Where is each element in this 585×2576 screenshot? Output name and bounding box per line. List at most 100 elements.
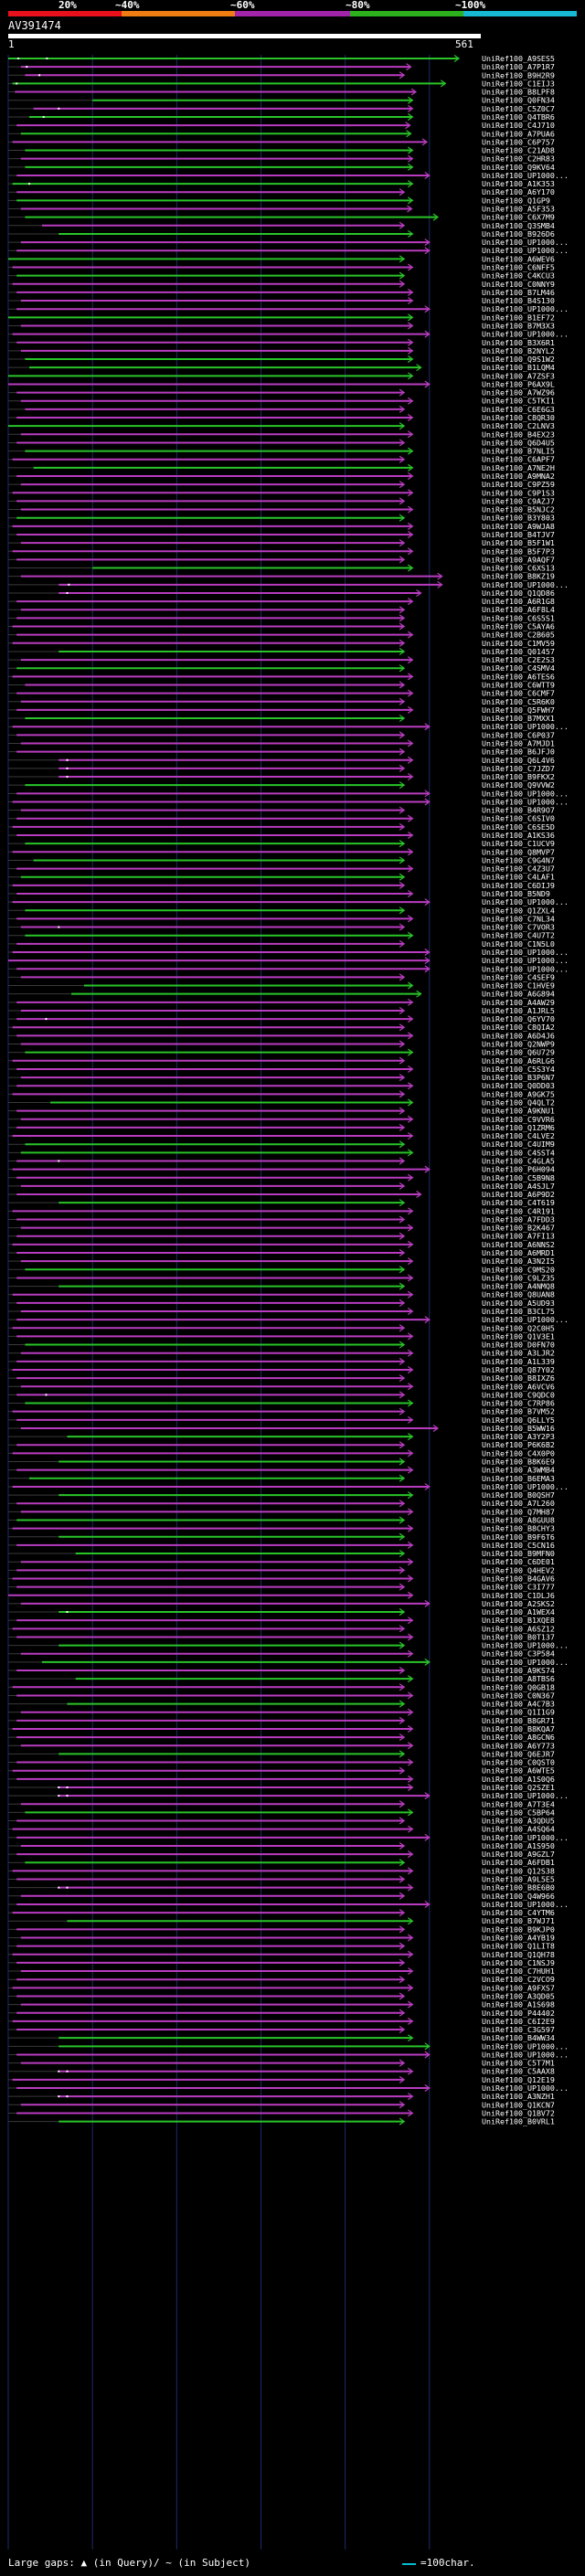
hit-label[interactable]: UniRef100_C6SIV0 [482,814,555,823]
hit-label[interactable]: UniRef100_UP1000... [482,1641,569,1650]
hit-label[interactable]: UniRef100_B8E6B0 [482,1883,555,1892]
hit-label[interactable]: UniRef100_Q1ZRM6 [482,1123,555,1132]
hit-row[interactable]: UniRef100_A9AQF7 [8,555,555,564]
hit-label[interactable]: UniRef100_UP1000... [482,897,569,906]
hit-label[interactable]: UniRef100_C5B9N8 [482,1173,555,1182]
hit-row[interactable]: UniRef100_C7JZD7 [8,764,555,773]
hit-row[interactable]: UniRef100_Q6EJR7 [8,1749,555,1758]
hit-row[interactable]: UniRef100_B7NLI5 [8,447,555,456]
hit-row[interactable]: UniRef100_P6K6B2 [8,1440,555,1449]
hit-label[interactable]: UniRef100_UP1000... [482,2083,569,2093]
hit-label[interactable]: UniRef100_C4SST4 [482,1148,555,1157]
hit-row[interactable]: UniRef100_A9KS74 [8,1666,555,1675]
hit-row[interactable]: UniRef100_A4SQ64 [8,1825,555,1834]
hit-row[interactable]: UniRef100_A6F8L4 [8,605,555,614]
hit-label[interactable]: UniRef100_A7ZSF3 [482,371,555,380]
hit-row[interactable]: UniRef100_Q0DD03 [8,1081,555,1090]
hit-label[interactable]: UniRef100_A6P9D2 [482,1190,555,1199]
hit-label[interactable]: UniRef100_UP1000... [482,580,569,589]
hit-label[interactable]: UniRef100_C6DE01 [482,1557,555,1566]
hit-row[interactable]: UniRef100_B8CHY3 [8,1524,555,1533]
hit-row[interactable]: UniRef100_C8QR30 [8,413,555,422]
hit-label[interactable]: UniRef100_C4KCU3 [482,271,555,281]
hit-label[interactable]: UniRef100_Q6YV70 [482,1014,555,1023]
hit-row[interactable]: UniRef100_UP1000... [8,797,569,806]
hit-row[interactable]: UniRef100_C1UCV9 [8,839,555,848]
hit-row[interactable]: UniRef100_A9L5E5 [8,1875,555,1884]
hit-label[interactable]: UniRef100_B1LQM4 [482,363,555,372]
hit-label[interactable]: UniRef100_C3I777 [482,1583,555,1592]
hit-label[interactable]: UniRef100_Q2SZE1 [482,1783,555,1792]
hit-row[interactable]: UniRef100_A8TBS6 [8,1674,555,1683]
hit-label[interactable]: UniRef100_A2SKS2 [482,1599,555,1608]
hit-row[interactable]: UniRef100_C1N5L0 [8,939,555,949]
hit-row[interactable]: UniRef100_C4Z3U7 [8,864,555,874]
hit-label[interactable]: UniRef100_Q7MH87 [482,1507,555,1516]
hit-label[interactable]: UniRef100_A1JRL5 [482,1006,555,1015]
hit-row[interactable]: UniRef100_B8GR71 [8,1716,555,1725]
hit-row[interactable]: UniRef100_P44402 [8,2009,555,2018]
hit-label[interactable]: UniRef100_Q1KCN7 [482,2100,555,2109]
hit-row[interactable]: UniRef100_C5AAX8 [8,2067,555,2076]
hit-row[interactable]: UniRef100_C4U7T2 [8,931,555,940]
hit-row[interactable]: UniRef100_C6XS13 [8,564,555,573]
hit-label[interactable]: UniRef100_Q2C0H5 [482,1323,555,1332]
hit-row[interactable]: UniRef100_C1DLJ6 [8,1591,555,1600]
hit-row[interactable]: UniRef100_A9WJA8 [8,522,555,531]
hit-label[interactable]: UniRef100_B4TJV7 [482,530,555,539]
hit-row[interactable]: UniRef100_C4YTM6 [8,1908,555,1917]
hit-label[interactable]: UniRef100_UP1000... [482,2041,569,2051]
hit-row[interactable]: UniRef100_C4T619 [8,1198,555,1207]
hit-label[interactable]: UniRef100_A5UD93 [482,1299,555,1308]
hit-label[interactable]: UniRef100_B6EMA3 [482,1474,555,1483]
hit-row[interactable]: UniRef100_A1S698 [8,2000,555,2009]
hit-row[interactable]: UniRef100_B3X6R1 [8,338,555,347]
hit-label[interactable]: UniRef100_C1HVE9 [482,981,555,991]
hit-label[interactable]: UniRef100_C5Z0C7 [482,104,555,113]
hit-label[interactable]: UniRef100_UP1000... [482,1791,569,1800]
hit-label[interactable]: UniRef100_P6AX9L [482,379,555,388]
hit-row[interactable]: UniRef100_A3QDU5 [8,1817,555,1826]
hit-row[interactable]: UniRef100_A7ZSF3 [8,371,555,380]
hit-label[interactable]: UniRef100_B8K6E9 [482,1458,555,1467]
hit-label[interactable]: UniRef100_A1WEX4 [482,1607,555,1617]
hit-label[interactable]: UniRef100_B8KZ19 [482,572,555,581]
hit-label[interactable]: UniRef100_C4GLA5 [482,1156,555,1165]
hit-row[interactable]: UniRef100_C2B605 [8,631,555,640]
hit-label[interactable]: UniRef100_Q1ZXL4 [482,906,555,915]
hit-row[interactable]: UniRef100_Q6L4V6 [8,756,555,765]
hit-row[interactable]: UniRef100_A6Y773 [8,1741,555,1750]
hit-row[interactable]: UniRef100_C7NL34 [8,914,555,923]
hit-label[interactable]: UniRef100_B9KJP0 [482,1924,555,1934]
hit-label[interactable]: UniRef100_B0QSH7 [482,1490,555,1500]
hit-label[interactable]: UniRef100_UP1000... [482,304,569,313]
hit-label[interactable]: UniRef100_A8TBS6 [482,1674,555,1683]
hit-row[interactable]: UniRef100_C5AYA6 [8,622,555,631]
hit-label[interactable]: UniRef100_C5R6K0 [482,697,555,706]
hit-row[interactable]: UniRef100_B7LM46 [8,288,555,297]
hit-label[interactable]: UniRef100_C9QDC0 [482,1390,555,1399]
hit-label[interactable]: UniRef100_C9PZ59 [482,480,555,489]
hit-label[interactable]: UniRef100_B0VRL1 [482,2117,555,2126]
hit-row[interactable]: UniRef100_B926D6 [8,229,555,239]
hit-row[interactable]: UniRef100_B7VM52 [8,1407,555,1416]
hit-row[interactable]: UniRef100_Q01457 [8,647,555,656]
hit-label[interactable]: UniRef100_UP1000... [482,330,569,339]
hit-label[interactable]: UniRef100_UP1000... [482,171,569,180]
hit-row[interactable]: UniRef100_C7HUH1 [8,1966,555,1976]
hit-row[interactable]: UniRef100_A9GZL7 [8,1850,555,1859]
hit-label[interactable]: UniRef100_C5AAX8 [482,2067,555,2076]
hit-row[interactable]: UniRef100_A7T3E4 [8,1799,555,1808]
hit-row[interactable]: UniRef100_B9F6T6 [8,1532,555,1542]
hit-row[interactable]: UniRef100_Q4QLT2 [8,1098,555,1108]
hit-label[interactable]: UniRef100_C1NSJ9 [482,1958,555,1967]
hit-label[interactable]: UniRef100_C9VVR6 [482,1115,555,1124]
hit-label[interactable]: UniRef100_C6P757 [482,137,555,146]
hit-row[interactable]: UniRef100_A7WZ96 [8,388,555,398]
hit-row[interactable]: UniRef100_A6R1G8 [8,597,555,606]
hit-label[interactable]: UniRef100_Q1QD86 [482,588,555,598]
hit-row[interactable]: UniRef100_UP1000... [8,2083,569,2093]
hit-row[interactable]: UniRef100_A1JRL5 [8,1006,555,1015]
hit-label[interactable]: UniRef100_C4LAF1 [482,873,555,882]
hit-label[interactable]: UniRef100_UP1000... [482,1833,569,1842]
